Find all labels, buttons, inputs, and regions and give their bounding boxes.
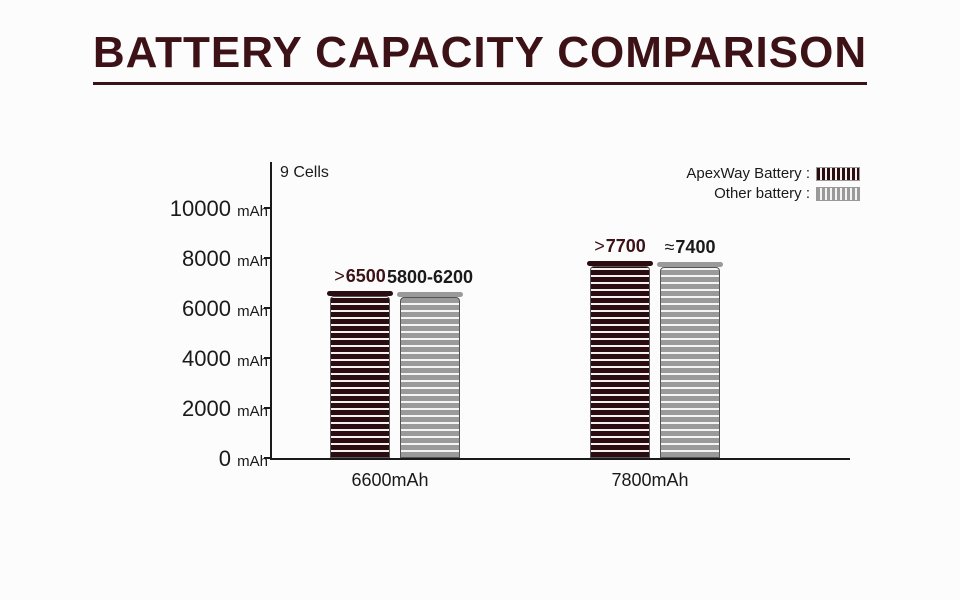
y-tick-mark xyxy=(264,257,270,259)
y-tick-mark xyxy=(264,207,270,209)
y-tick-label: 4000 mAh xyxy=(168,346,268,372)
bar-cap xyxy=(327,291,393,296)
title-wrap: BATTERY CAPACITY COMPARISON xyxy=(0,0,960,85)
bar-cap xyxy=(587,261,653,266)
page-title: BATTERY CAPACITY COMPARISON xyxy=(93,28,867,85)
legend-swatch-apexway xyxy=(816,167,860,181)
bar-apexway xyxy=(330,296,390,459)
legend-item-apexway: ApexWay Battery : xyxy=(686,164,860,184)
y-tick-mark xyxy=(264,357,270,359)
y-tick-label: 10000 mAh xyxy=(168,196,268,222)
y-tick-label: 8000 mAh xyxy=(168,246,268,272)
legend-label-apexway: ApexWay Battery : xyxy=(686,164,810,184)
bar-cap xyxy=(397,292,463,297)
bar-other xyxy=(400,297,460,458)
bar-label-other: ≈7400 xyxy=(640,237,740,258)
group-label: 7800mAh xyxy=(560,470,740,491)
group-label: 6600mAh xyxy=(300,470,480,491)
x-axis xyxy=(270,458,850,460)
battery-chart: 9 Cells ApexWay Battery : Other battery … xyxy=(120,170,880,500)
y-axis xyxy=(270,162,272,460)
legend: ApexWay Battery : Other battery : xyxy=(686,164,860,204)
y-tick-mark xyxy=(264,407,270,409)
y-tick-mark xyxy=(264,457,270,459)
y-tick-label: 0 mAh xyxy=(168,446,268,472)
y-tick-label: 6000 mAh xyxy=(168,296,268,322)
legend-label-other: Other battery : xyxy=(714,184,810,204)
legend-swatch-other xyxy=(816,187,860,201)
bar-cap xyxy=(657,262,723,267)
page: BATTERY CAPACITY COMPARISON 9 Cells Apex… xyxy=(0,0,960,600)
y-tick-label: 2000 mAh xyxy=(168,396,268,422)
cells-label: 9 Cells xyxy=(280,164,329,182)
bar-label-other: 5800-6200 xyxy=(380,267,480,288)
legend-item-other: Other battery : xyxy=(686,184,860,204)
y-tick-mark xyxy=(264,307,270,309)
bar-other xyxy=(660,267,720,458)
bar-apexway xyxy=(590,266,650,459)
